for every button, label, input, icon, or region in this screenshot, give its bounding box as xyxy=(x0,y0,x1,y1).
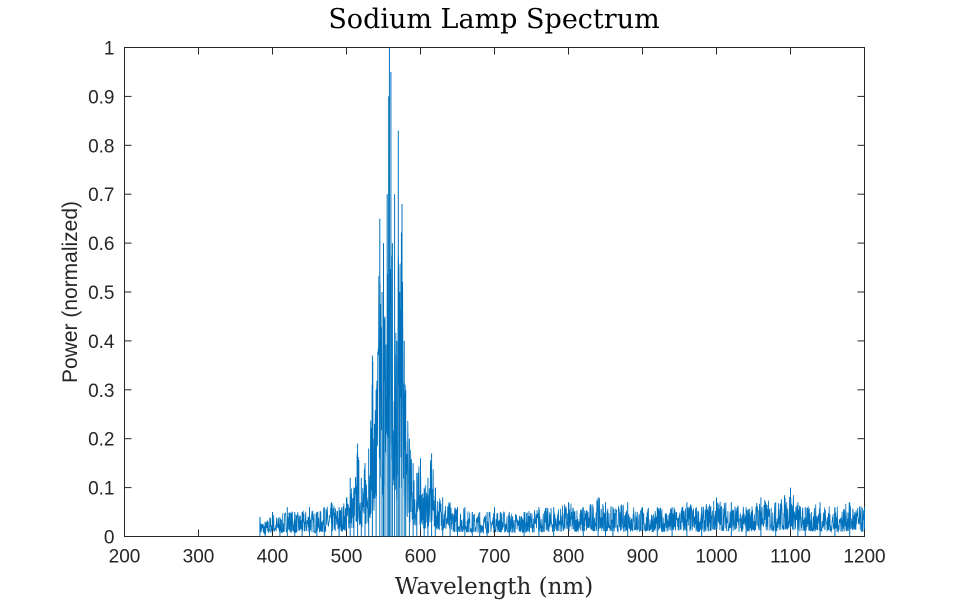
y-tick-label: 0 xyxy=(104,528,115,549)
x-axis-ticks: 200 300 400 500 600 700 800 900 1000 1100 1200 xyxy=(109,47,886,568)
x-tick-label: 200 xyxy=(109,547,141,568)
y-axis-label: Power (normalized) xyxy=(59,201,82,383)
y-axis-ticks: 0 0.1 0.2 0.3 0.4 0.5 0.6 0.7 0.8 0.9 1 xyxy=(88,39,865,549)
y-tick-label: 0.7 xyxy=(88,185,114,206)
x-axis-label: Wavelength (nm) xyxy=(395,574,593,600)
x-tick-label: 1200 xyxy=(843,547,885,568)
x-tick-label: 300 xyxy=(183,547,215,568)
axes-box xyxy=(124,47,865,537)
x-tick-label: 600 xyxy=(405,547,437,568)
y-tick-label: 0.6 xyxy=(88,234,114,255)
y-tick-label: 0.9 xyxy=(88,87,114,108)
y-tick-label: 0.8 xyxy=(88,136,114,157)
x-tick-label: 1100 xyxy=(770,547,811,568)
x-tick-label: 800 xyxy=(553,547,585,568)
x-tick-label: 700 xyxy=(479,547,511,568)
x-tick-label: 900 xyxy=(627,547,659,568)
series-layer xyxy=(259,47,865,537)
x-tick-label: 400 xyxy=(257,547,289,568)
y-tick-label: 0.5 xyxy=(88,283,114,304)
spectrum-line xyxy=(259,119,865,535)
y-tick-label: 0.3 xyxy=(88,381,114,402)
y-tick-label: 0.2 xyxy=(88,430,114,451)
x-tick-label: 1000 xyxy=(695,547,737,568)
chart-title: Sodium Lamp Spectrum xyxy=(328,4,659,35)
y-tick-label: 0.1 xyxy=(88,479,114,500)
y-tick-label: 0.4 xyxy=(88,332,115,353)
x-tick-label: 500 xyxy=(331,547,363,568)
y-tick-label: 1 xyxy=(104,39,115,60)
plot-area: 200 300 400 500 600 700 800 900 1000 1100 1200 0 0.… xyxy=(88,39,886,568)
